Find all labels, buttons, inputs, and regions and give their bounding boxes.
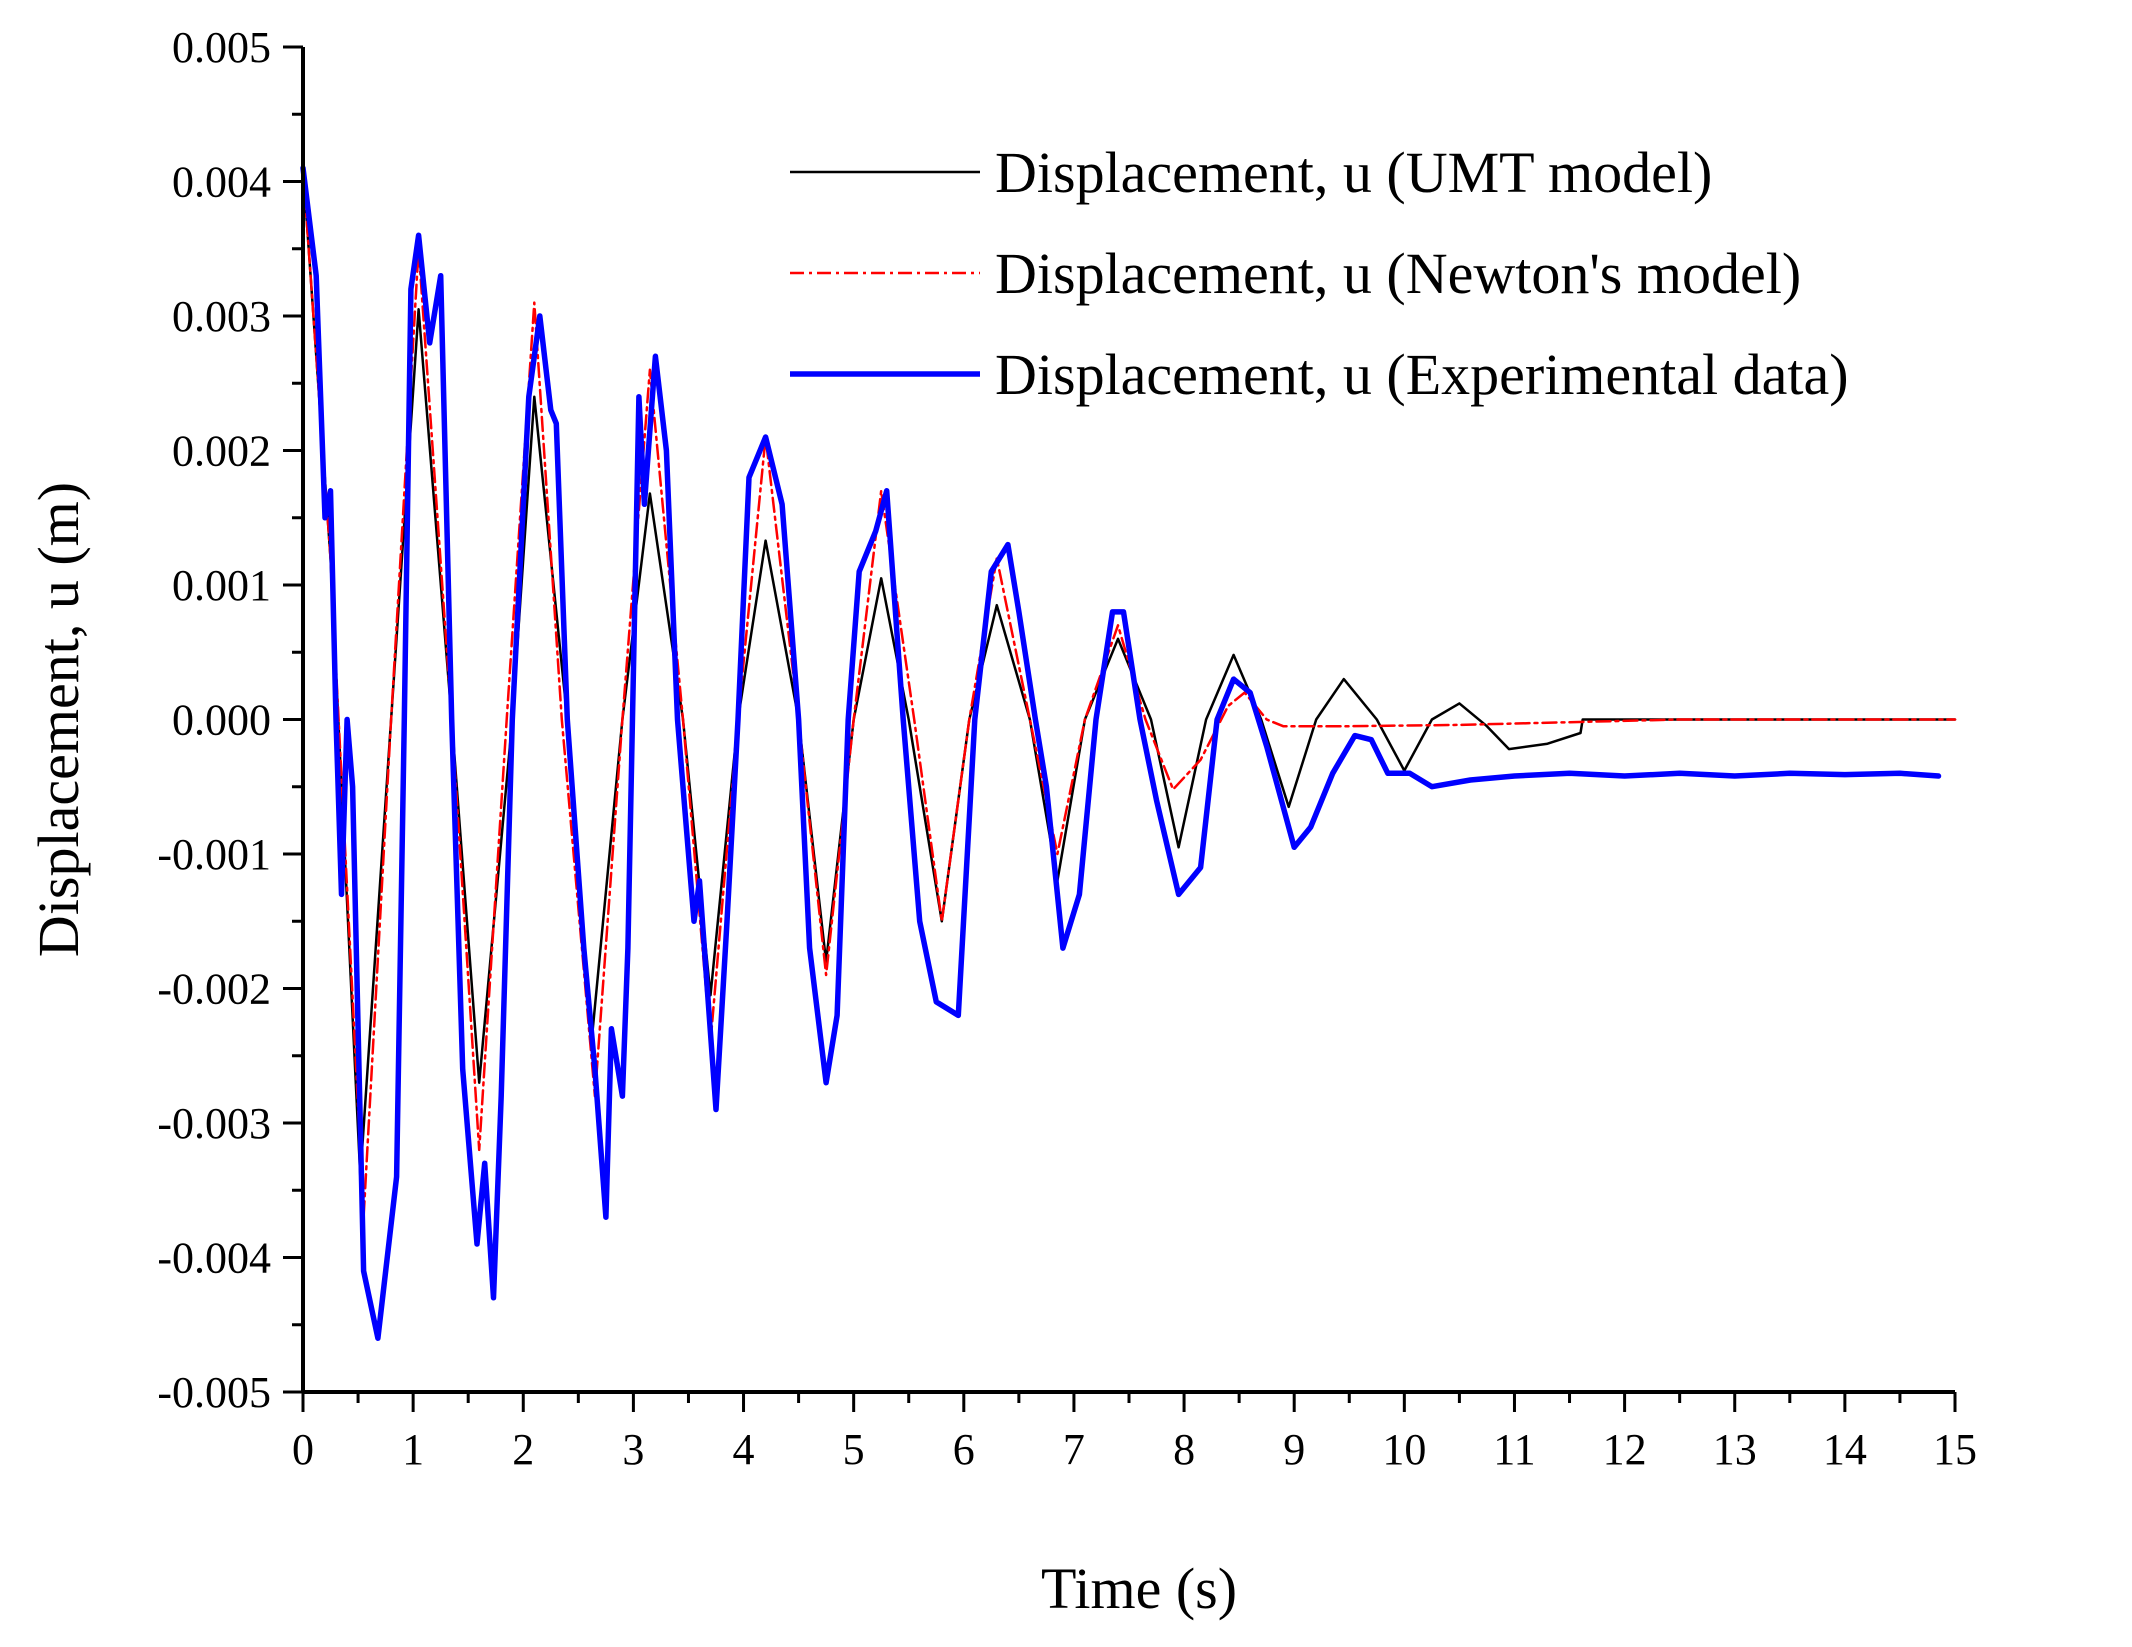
y-tick-label: 0.005: [172, 23, 271, 72]
y-tick-label: -0.002: [157, 965, 271, 1014]
y-tick-label: -0.004: [157, 1234, 271, 1283]
x-tick-label: 4: [733, 1425, 755, 1474]
x-tick-label: 0: [292, 1425, 314, 1474]
legend-label: Displacement, u (UMT model): [995, 140, 1712, 205]
x-tick-label: 5: [843, 1425, 865, 1474]
legend-label: Displacement, u (Newton's model): [995, 241, 1801, 306]
x-axis-ticks: 0 1 2 3 4 5 6 7 8 9 10 11 12 13 14 15: [292, 1392, 1977, 1474]
series-layer: [300, 165, 1957, 1341]
x-tick-label: 14: [1823, 1425, 1867, 1474]
x-tick-label: 3: [622, 1425, 644, 1474]
y-tick-label: -0.001: [157, 830, 271, 879]
series-line: [300, 165, 1942, 1341]
x-tick-label: 9: [1283, 1425, 1305, 1474]
y-axis-title: Displacement, u (m): [26, 482, 91, 957]
x-tick-label: 2: [512, 1425, 534, 1474]
x-tick-label: 1: [402, 1425, 424, 1474]
x-axis-title: Time (s): [1041, 1556, 1237, 1621]
series-line: [301, 166, 1957, 1219]
x-tick-label: 13: [1713, 1425, 1757, 1474]
x-tick-label: 12: [1603, 1425, 1647, 1474]
y-tick-label: 0.001: [172, 561, 271, 610]
x-tick-label: 10: [1382, 1425, 1426, 1474]
legend: Displacement, u (UMT model) Displacement,…: [790, 140, 1849, 407]
legend-label: Displacement, u (Experimental data): [995, 342, 1849, 407]
series-line: [301, 166, 1957, 1179]
y-tick-label: 0.003: [172, 292, 271, 341]
x-tick-label: 6: [953, 1425, 975, 1474]
x-tick-label: 11: [1493, 1425, 1535, 1474]
y-tick-label: 0.000: [172, 696, 271, 745]
y-tick-label: -0.003: [157, 1099, 271, 1148]
y-tick-label: -0.005: [157, 1368, 271, 1417]
y-tick-label: 0.002: [172, 427, 271, 476]
y-tick-label: 0.004: [172, 158, 271, 207]
x-tick-label: 7: [1063, 1425, 1085, 1474]
y-axis-ticks: -0.005 -0.004 -0.003 -0.002 -0.001 0.000 0.001…: [157, 23, 303, 1417]
x-tick-label: 15: [1933, 1425, 1977, 1474]
x-tick-label: 8: [1173, 1425, 1195, 1474]
